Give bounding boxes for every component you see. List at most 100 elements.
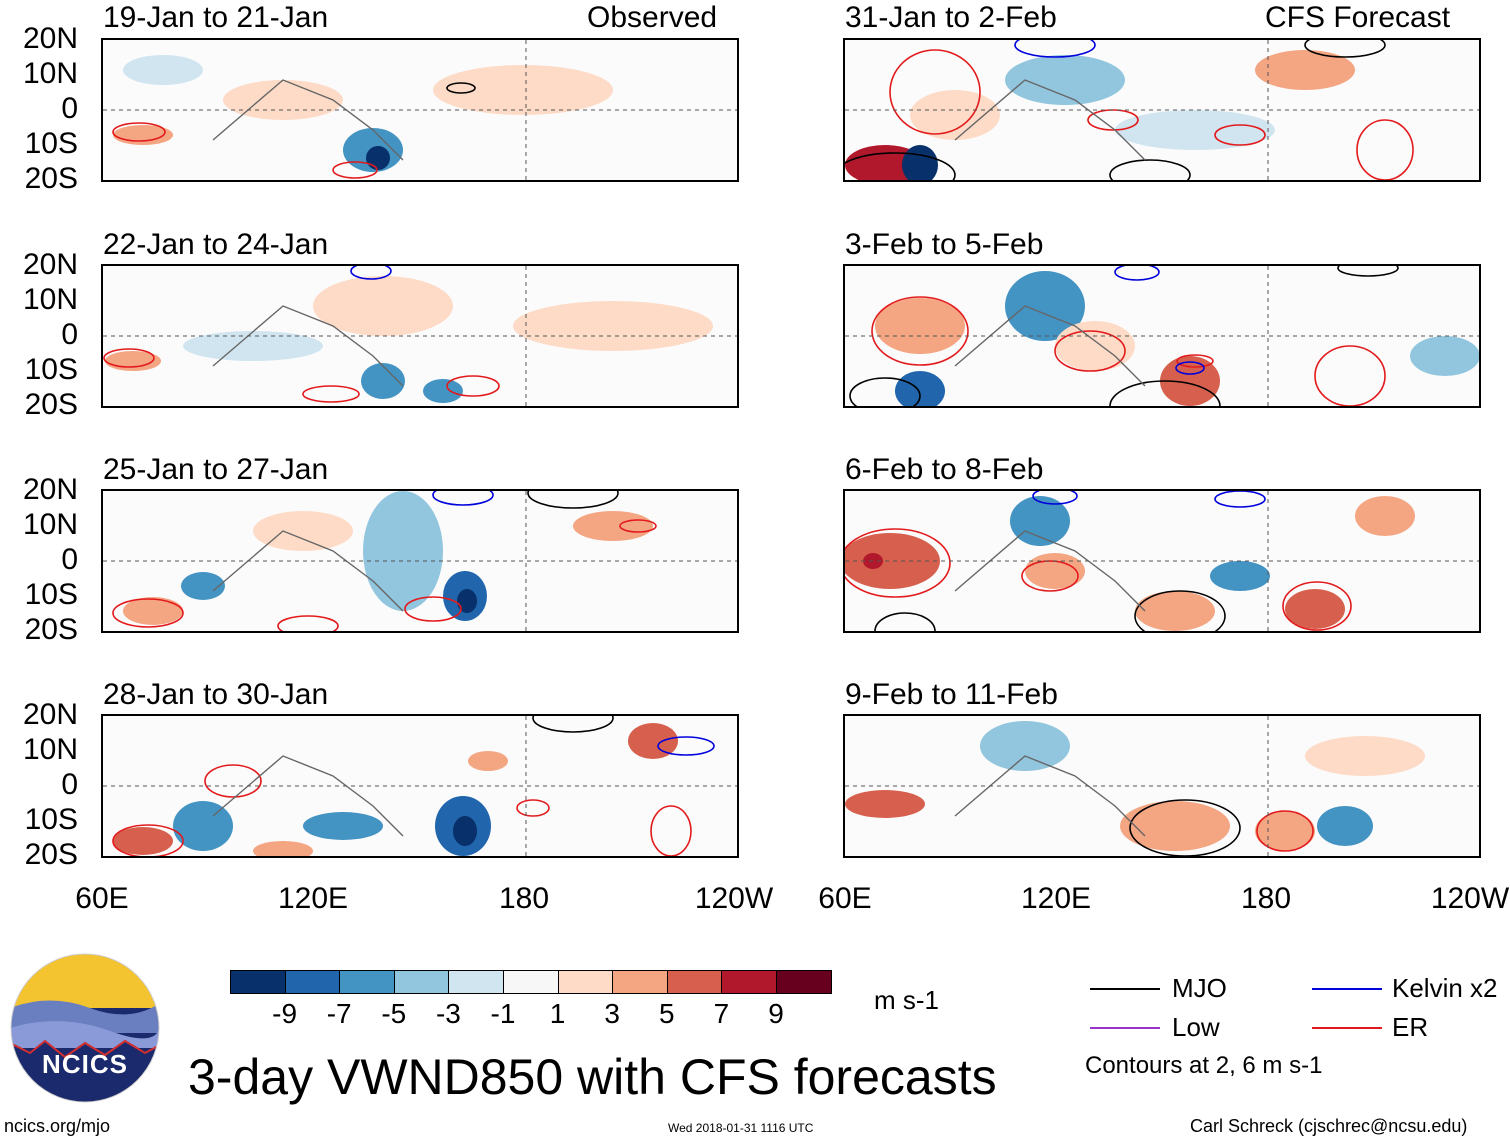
lat-label: 0 bbox=[61, 543, 78, 576]
er-contour bbox=[302, 385, 360, 403]
lon-label: 60E bbox=[75, 882, 129, 915]
ncics-logo: NCICS bbox=[10, 953, 160, 1103]
wind-anomaly-negative bbox=[363, 491, 443, 611]
wind-anomaly-positive bbox=[123, 597, 183, 625]
lat-label: 0 bbox=[61, 92, 78, 125]
er-contour bbox=[112, 598, 184, 628]
er-contour bbox=[516, 799, 550, 817]
wind-anomaly-negative bbox=[183, 331, 323, 361]
lat-label: 20S bbox=[24, 162, 78, 195]
mjo-contour bbox=[845, 152, 956, 180]
colorbar-tick-label: -3 bbox=[435, 998, 461, 1029]
map-panel bbox=[101, 714, 739, 858]
kelvin-contour bbox=[1032, 491, 1078, 505]
lat-label: 20S bbox=[24, 388, 78, 421]
wind-anomaly-positive bbox=[513, 301, 713, 351]
lat-label: 10N bbox=[22, 508, 78, 541]
lat-label: 0 bbox=[61, 768, 78, 801]
legend-er-line bbox=[1312, 1027, 1382, 1029]
mjo-contour bbox=[849, 377, 921, 406]
wind-anomaly-positive bbox=[1305, 736, 1425, 776]
wind-anomaly-negative bbox=[1005, 271, 1085, 341]
colorbar-tick-label: 9 bbox=[768, 998, 784, 1029]
map-panel bbox=[843, 38, 1481, 182]
wind-anomaly-positive bbox=[628, 723, 678, 759]
map-panel bbox=[101, 38, 739, 182]
lat-label: 20N bbox=[22, 248, 78, 281]
kelvin-contour bbox=[1114, 266, 1160, 281]
wind-anomaly-positive bbox=[875, 298, 965, 354]
panel-title-period: 19-Jan to 21-Jan bbox=[103, 1, 329, 34]
wind-anomaly-positive bbox=[573, 511, 653, 541]
wind-anomaly-negative bbox=[453, 816, 477, 846]
mjo-contour bbox=[1134, 590, 1226, 631]
er-contour bbox=[1021, 560, 1079, 592]
colorbar-swatch bbox=[612, 970, 668, 994]
wind-anomaly-negative bbox=[303, 812, 383, 840]
wind-anomaly-positive bbox=[845, 533, 940, 589]
wind-anomaly-positive bbox=[1160, 356, 1220, 406]
colorbar-tick-label: -5 bbox=[381, 998, 407, 1029]
colorbar-tick-label: -9 bbox=[272, 998, 298, 1029]
wind-anomaly-positive bbox=[253, 841, 313, 856]
colorbar-tick-label: 3 bbox=[604, 998, 620, 1029]
er-contour bbox=[650, 805, 692, 856]
lon-label: 120E bbox=[277, 882, 349, 915]
kelvin-contour bbox=[1014, 40, 1096, 58]
mjo-contour bbox=[1337, 266, 1399, 277]
kelvin-contour bbox=[1214, 491, 1266, 508]
colorbar-swatch bbox=[721, 970, 777, 994]
colorbar-swatch bbox=[557, 970, 614, 994]
lat-label: 20N bbox=[22, 22, 78, 55]
coastline bbox=[954, 305, 1146, 387]
main-title: 3-day VWND850 with CFS forecasts bbox=[188, 1049, 997, 1105]
panel-title-period: 9-Feb to 11-Feb bbox=[845, 678, 1058, 711]
coastline bbox=[954, 79, 1146, 161]
er-contour bbox=[204, 764, 262, 798]
er-contour bbox=[1282, 581, 1352, 631]
colorbar-tick-label: -7 bbox=[326, 998, 352, 1029]
colorbar-swatch bbox=[393, 970, 450, 994]
coastline bbox=[212, 79, 404, 161]
wind-anomaly-negative bbox=[366, 146, 390, 170]
lon-label: 180 bbox=[1240, 882, 1292, 915]
colorbar-swatch bbox=[339, 970, 395, 994]
map-panel bbox=[101, 264, 739, 408]
panel-title-period: 6-Feb to 8-Feb bbox=[845, 453, 1044, 486]
wind-anomaly-positive bbox=[313, 276, 453, 336]
er-contour bbox=[1176, 354, 1214, 368]
panel-title-period: 28-Jan to 30-Jan bbox=[103, 678, 329, 711]
wind-anomaly-positive bbox=[223, 80, 343, 120]
wind-anomaly-negative bbox=[980, 721, 1070, 771]
er-contour bbox=[1356, 119, 1414, 180]
colorbar-tick-label: -1 bbox=[490, 998, 516, 1029]
footer-url[interactable]: ncics.org/mjo bbox=[4, 1116, 111, 1136]
map-panel bbox=[843, 714, 1481, 858]
colorbar-units: m s-1 bbox=[874, 985, 939, 1015]
wind-anomaly-positive bbox=[468, 751, 508, 771]
footer-credit: Carl Schreck (cjschrec@ncsu.edu) bbox=[1190, 1116, 1468, 1136]
er-contour bbox=[277, 615, 339, 631]
mjo-contour bbox=[1109, 380, 1221, 406]
wind-anomaly-negative bbox=[1317, 806, 1373, 846]
panel-title-period: 25-Jan to 27-Jan bbox=[103, 453, 329, 486]
mjo-contour bbox=[532, 716, 614, 733]
wind-anomaly-positive bbox=[253, 511, 353, 551]
colorbar-tick-label: 7 bbox=[713, 998, 730, 1029]
wind-anomaly-negative bbox=[123, 55, 203, 85]
map-panel bbox=[101, 489, 739, 633]
lon-label: 120W bbox=[694, 882, 774, 915]
kelvin-contour bbox=[1175, 361, 1205, 375]
kelvin-contour bbox=[350, 266, 392, 280]
panel-title-period: 31-Jan to 2-Feb bbox=[845, 1, 1057, 34]
legend-low-label: Low bbox=[1172, 1012, 1220, 1042]
colorbar-tick-label: 5 bbox=[659, 998, 675, 1029]
coastline bbox=[212, 755, 404, 837]
colorbar-swatch bbox=[666, 970, 723, 994]
logo-text: NCICS bbox=[42, 1049, 128, 1079]
er-contour bbox=[1256, 810, 1314, 852]
lon-label: 60E bbox=[818, 882, 872, 915]
coastline bbox=[212, 305, 404, 387]
lat-label: 20S bbox=[24, 838, 78, 871]
wind-anomaly-negative bbox=[1115, 110, 1275, 150]
